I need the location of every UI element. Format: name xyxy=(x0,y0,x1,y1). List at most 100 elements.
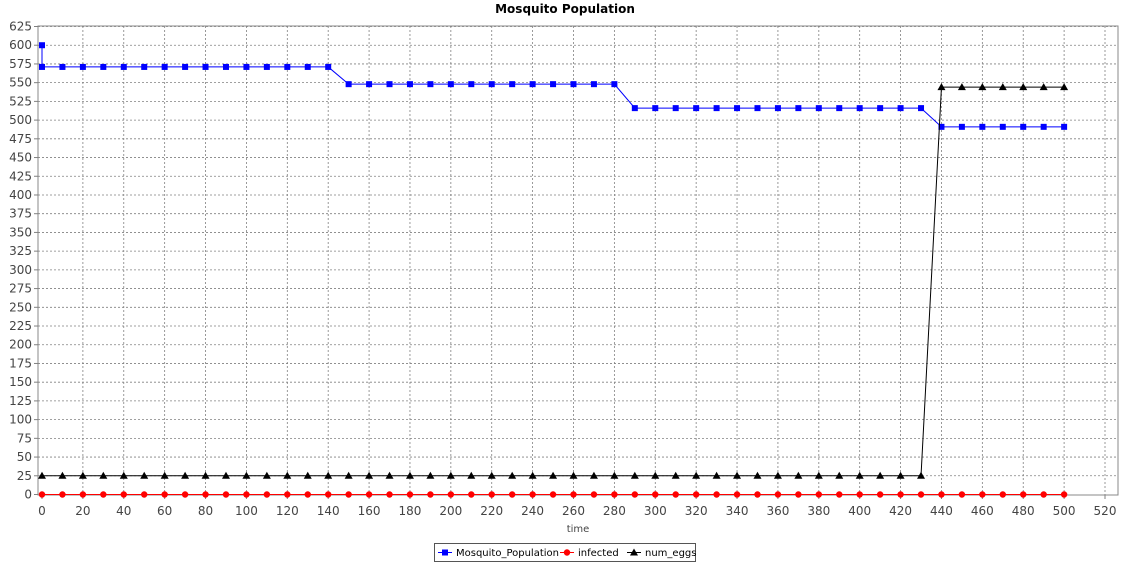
data-point-mosquito-population xyxy=(304,63,311,70)
y-tick-label: 500 xyxy=(9,113,32,127)
data-point-infected xyxy=(529,491,536,498)
y-tick-label: 325 xyxy=(9,244,32,258)
data-point-infected xyxy=(202,491,209,498)
data-point-infected xyxy=(733,491,741,498)
data-point-mosquito-population xyxy=(345,81,352,88)
x-tick-label: 100 xyxy=(235,504,258,518)
data-point-infected xyxy=(570,491,577,498)
data-point-infected xyxy=(795,491,802,498)
data-point-num-eggs xyxy=(303,471,312,479)
data-point-infected xyxy=(774,491,782,498)
data-point-mosquito-population xyxy=(550,81,557,88)
data-point-infected xyxy=(1020,491,1027,498)
x-tick-label: 60 xyxy=(157,504,172,518)
x-tick-label: 480 xyxy=(1012,504,1035,518)
data-point-mosquito-population xyxy=(222,63,229,70)
y-tick-label: 375 xyxy=(9,207,32,221)
legend-item-num-eggs: num_eggs xyxy=(627,548,696,559)
x-tick-label: 360 xyxy=(766,504,789,518)
data-point-infected xyxy=(59,491,66,498)
x-tick-label: 80 xyxy=(198,504,213,518)
data-point-mosquito-population xyxy=(1020,123,1027,130)
data-point-num-eggs xyxy=(78,471,87,479)
data-point-infected xyxy=(161,491,168,498)
data-point-num-eggs xyxy=(671,471,680,479)
x-tick-label: 440 xyxy=(930,504,953,518)
data-point-infected xyxy=(999,491,1006,498)
series-infected xyxy=(38,491,1068,498)
legend: Mosquito_Population infected num_eggs xyxy=(434,543,696,562)
x-tick-label: 260 xyxy=(562,504,585,518)
data-point-mosquito-population xyxy=(529,81,536,88)
x-axis: 0 20 40 60 80 100 120 140 160 180 200 220 240 260 280 3… xyxy=(38,495,1116,518)
y-tick-label: 425 xyxy=(9,169,32,183)
series-line-mosquito-population xyxy=(41,45,1065,128)
x-tick-label: 300 xyxy=(644,504,667,518)
data-point-mosquito-population xyxy=(263,63,270,70)
data-point-num-eggs xyxy=(262,471,271,479)
data-point-num-eggs xyxy=(549,471,558,479)
data-point-mosquito-population xyxy=(509,81,516,88)
x-tick-label: 0 xyxy=(38,504,46,518)
data-point-infected xyxy=(508,491,516,498)
data-point-num-eggs xyxy=(405,471,414,479)
x-tick-label: 240 xyxy=(521,504,544,518)
data-point-num-eggs xyxy=(119,471,128,479)
y-tick-label: 200 xyxy=(9,338,32,352)
x-tick-label: 120 xyxy=(276,504,299,518)
x-tick-label: 160 xyxy=(358,504,381,518)
data-point-mosquito-population xyxy=(734,105,741,112)
grid xyxy=(38,26,1118,495)
y-tick-label: 400 xyxy=(9,188,32,202)
y-tick-label: 625 xyxy=(9,20,32,34)
data-point-mosquito-population xyxy=(427,81,434,88)
data-point-mosquito-population xyxy=(468,81,475,88)
x-tick-label: 220 xyxy=(480,504,503,518)
data-point-mosquito-population xyxy=(713,105,720,112)
data-point-num-eggs xyxy=(794,471,803,479)
data-point-infected xyxy=(304,491,311,498)
data-point-mosquito-population xyxy=(815,105,822,112)
legend-label-mosquito-population: Mosquito_Population xyxy=(456,548,559,559)
series-mosquito-population xyxy=(39,42,1068,130)
data-point-infected xyxy=(365,491,373,498)
data-point-num-eggs xyxy=(712,471,721,479)
data-point-mosquito-population xyxy=(795,105,802,112)
y-tick-label: 100 xyxy=(9,413,32,427)
data-point-infected xyxy=(958,491,966,498)
data-point-num-eggs xyxy=(385,471,394,479)
data-point-infected xyxy=(979,491,986,498)
y-tick-label: 125 xyxy=(9,394,32,408)
plot-area xyxy=(37,25,1119,496)
data-point-infected xyxy=(672,491,679,498)
data-point-infected xyxy=(447,491,455,498)
data-point-num-eggs xyxy=(344,471,353,479)
data-point-mosquito-population xyxy=(836,105,843,112)
x-tick-label: 380 xyxy=(807,504,830,518)
chart-title: Mosquito Population xyxy=(495,2,635,16)
data-point-mosquito-population xyxy=(958,123,965,130)
data-point-infected xyxy=(549,491,557,498)
data-point-mosquito-population xyxy=(570,81,577,88)
data-point-mosquito-population xyxy=(754,105,761,112)
data-point-mosquito-population xyxy=(488,81,495,88)
y-tick-label: 525 xyxy=(9,94,32,108)
data-point-infected xyxy=(120,491,127,498)
data-point-mosquito-population xyxy=(877,105,884,112)
series-num-eggs xyxy=(38,83,1069,479)
y-tick-label: 25 xyxy=(17,469,32,483)
data-point-num-eggs xyxy=(978,83,987,91)
data-point-mosquito-population xyxy=(693,105,700,112)
y-tick-label: 75 xyxy=(17,431,32,445)
data-point-num-eggs xyxy=(1019,83,1028,91)
y-axis: 0 25 50 75 100 125 150 175 200 225 250 275 300 325 350… xyxy=(9,20,38,502)
data-point-num-eggs xyxy=(692,471,701,479)
data-point-mosquito-population xyxy=(918,105,925,112)
data-point-num-eggs xyxy=(1060,83,1069,91)
data-point-num-eggs xyxy=(181,471,190,479)
data-point-infected xyxy=(897,491,904,498)
x-tick-label: 200 xyxy=(439,504,462,518)
data-point-mosquito-population xyxy=(243,63,250,70)
legend-item-infected: infected xyxy=(560,548,619,559)
x-tick-label: 140 xyxy=(317,504,340,518)
